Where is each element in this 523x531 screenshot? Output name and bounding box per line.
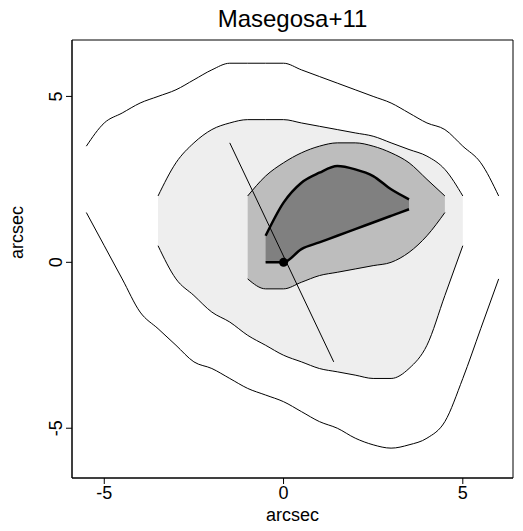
svg-text:5: 5 bbox=[458, 483, 468, 503]
svg-text:-5: -5 bbox=[46, 420, 66, 436]
svg-text:5: 5 bbox=[46, 91, 66, 101]
svg-text:arcsec: arcsec bbox=[266, 505, 319, 525]
svg-text:arcsec: arcsec bbox=[7, 206, 27, 259]
svg-text:0: 0 bbox=[279, 483, 289, 503]
html-text:Masegosa+11: Masegosa+11 bbox=[217, 5, 368, 32]
svg-text:-5: -5 bbox=[96, 483, 112, 503]
svg-text:0: 0 bbox=[46, 257, 66, 267]
